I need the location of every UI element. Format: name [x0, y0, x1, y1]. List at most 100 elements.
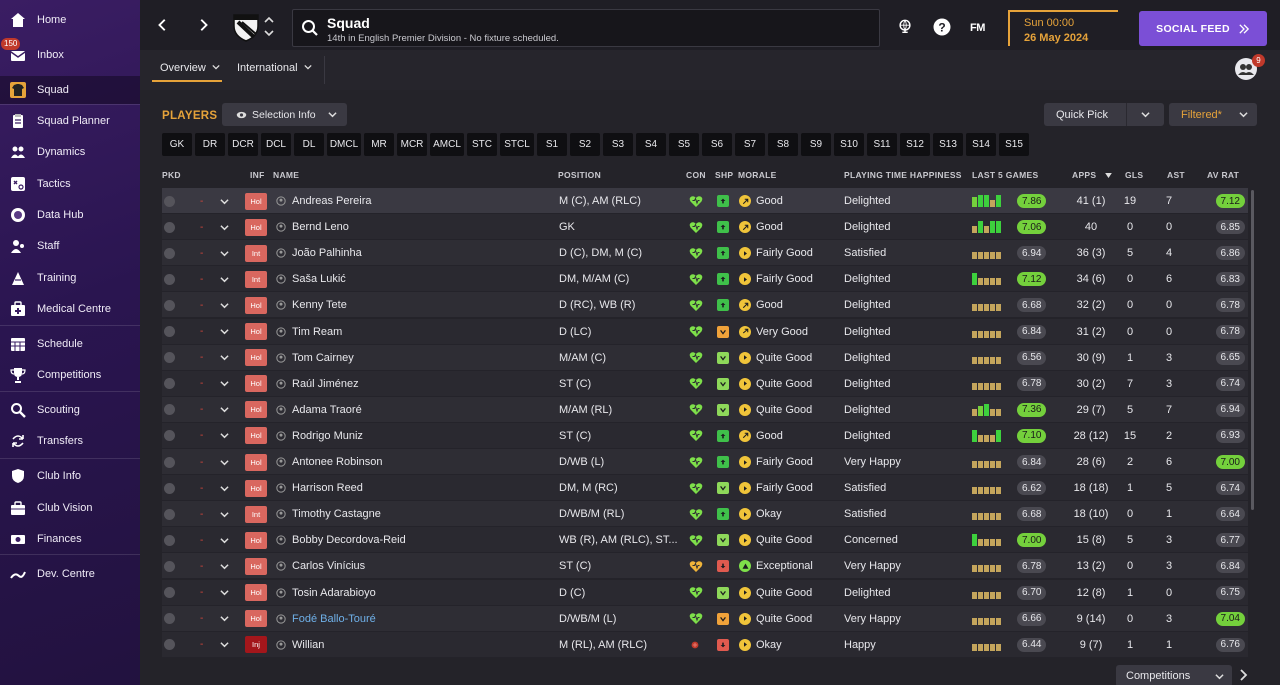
sidebar-item-club-vision[interactable]: Club Vision — [0, 494, 140, 522]
table-row[interactable]: - Hol Fodé Ballo-Touré D/WB/M (L) Quite Good… — [162, 605, 1248, 632]
info-badge[interactable]: Hol — [245, 397, 267, 423]
row-options-chevron[interactable] — [220, 527, 230, 553]
row-options-chevron[interactable] — [220, 553, 230, 579]
player-name[interactable]: Tosin Adarabioyo — [292, 586, 376, 599]
sidebar-item-squad[interactable]: Squad — [0, 76, 140, 104]
sidebar-item-squad-planner[interactable]: Squad Planner — [0, 107, 140, 135]
player-name[interactable]: Carlos Vinícius — [292, 560, 366, 573]
pick-checkbox[interactable] — [164, 214, 176, 240]
position-filter-s2[interactable]: S2 — [570, 133, 600, 156]
pick-checkbox[interactable] — [164, 580, 176, 606]
row-options-chevron[interactable] — [220, 449, 230, 475]
chevron-up-icon[interactable] — [264, 15, 274, 25]
table-scrollbar[interactable] — [1251, 190, 1254, 510]
fm-logo[interactable]: FM — [970, 22, 985, 34]
column-last-5-games[interactable]: LAST 5 GAMES — [972, 170, 1039, 180]
row-options-chevron[interactable] — [220, 423, 230, 449]
table-row[interactable]: - Hol Raúl Jiménez ST (C) Quite Good Delighte… — [162, 370, 1248, 397]
pick-checkbox[interactable] — [164, 606, 176, 632]
table-row[interactable]: - Hol Carlos Vinícius ST (C) Exceptional Very… — [162, 553, 1248, 580]
world-button[interactable] — [896, 18, 914, 36]
sidebar-item-data-hub[interactable]: Data Hub — [0, 201, 140, 229]
position-filter-s5[interactable]: S5 — [669, 133, 699, 156]
sidebar-item-medical-centre[interactable]: Medical Centre — [0, 295, 140, 323]
info-badge[interactable]: Hol — [245, 553, 267, 579]
position-filter-dcl[interactable]: DCL — [261, 133, 291, 156]
position-filter-s12[interactable]: S12 — [900, 133, 930, 156]
back-button[interactable] — [152, 14, 174, 36]
position-filter-s13[interactable]: S13 — [933, 133, 963, 156]
pick-checkbox[interactable] — [164, 345, 176, 371]
position-filter-s11[interactable]: S11 — [867, 133, 897, 156]
tab-international[interactable]: International — [237, 62, 312, 74]
row-options-chevron[interactable] — [220, 319, 230, 345]
table-row[interactable]: - Hol Bobby Decordova-Reid WB (R), AM (RLC)… — [162, 527, 1248, 554]
info-badge[interactable]: Hol — [245, 345, 267, 371]
row-options-chevron[interactable] — [220, 397, 230, 423]
position-filter-dl[interactable]: DL — [294, 133, 324, 156]
player-name[interactable]: Bobby Decordova-Reid — [292, 534, 406, 547]
column-playing-time-happiness[interactable]: PLAYING TIME HAPPINESS — [844, 170, 962, 180]
position-filter-stc[interactable]: STC — [467, 133, 497, 156]
position-filter-s8[interactable]: S8 — [768, 133, 798, 156]
pick-checkbox[interactable] — [164, 553, 176, 579]
position-filter-gk[interactable]: GK — [162, 133, 192, 156]
position-filter-dmcl[interactable]: DMCL — [327, 133, 361, 156]
info-badge[interactable]: Hol — [245, 214, 267, 240]
player-name[interactable]: Willian — [292, 638, 325, 651]
pick-checkbox[interactable] — [164, 371, 176, 397]
player-name[interactable]: Timothy Castagne — [292, 508, 381, 521]
sidebar-item-schedule[interactable]: Schedule — [0, 330, 140, 358]
info-badge[interactable]: Hol — [245, 423, 267, 449]
position-filter-s9[interactable]: S9 — [801, 133, 831, 156]
column-ast[interactable]: AST — [1167, 170, 1185, 180]
player-name[interactable]: João Palhinha — [292, 247, 362, 260]
quick-pick-dropdown[interactable]: Quick Pick — [1044, 103, 1164, 126]
player-name[interactable]: Adama Traoré — [292, 403, 362, 416]
row-options-chevron[interactable] — [220, 501, 230, 527]
table-row[interactable]: - Hol Andreas Pereira M (C), AM (RLC) Good De… — [162, 188, 1248, 214]
filter-dropdown[interactable]: Filtered* — [1169, 103, 1257, 126]
table-row[interactable]: - Hol Kenny Tete D (RC), WB (R) Good Delighte… — [162, 292, 1248, 319]
pick-checkbox[interactable] — [164, 475, 176, 501]
selection-info-dropdown[interactable]: Selection Info — [222, 103, 347, 126]
player-name[interactable]: Harrison Reed — [292, 482, 363, 495]
position-filter-mr[interactable]: MR — [364, 133, 394, 156]
sidebar-item-club-info[interactable]: Club Info — [0, 462, 140, 490]
info-badge[interactable]: Hol — [245, 319, 267, 345]
sidebar-item-scouting[interactable]: Scouting — [0, 396, 140, 424]
pick-checkbox[interactable] — [164, 292, 176, 318]
player-name[interactable]: Raúl Jiménez — [292, 377, 359, 390]
column-inf[interactable]: INF — [250, 170, 265, 180]
pick-checkbox[interactable] — [164, 423, 176, 449]
info-badge[interactable]: Hol — [245, 580, 267, 606]
position-filter-s14[interactable]: S14 — [966, 133, 996, 156]
column-morale[interactable]: MORALE — [738, 170, 777, 180]
sidebar-item-finances[interactable]: Finances — [0, 525, 140, 553]
sidebar-item-dynamics[interactable]: Dynamics — [0, 138, 140, 166]
info-badge[interactable]: Int — [245, 501, 267, 527]
position-filter-dcr[interactable]: DCR — [228, 133, 258, 156]
row-options-chevron[interactable] — [220, 214, 230, 240]
row-options-chevron[interactable] — [220, 292, 230, 318]
position-filter-s6[interactable]: S6 — [702, 133, 732, 156]
player-name[interactable]: Tim Ream — [292, 325, 343, 338]
row-options-chevron[interactable] — [220, 580, 230, 606]
pick-checkbox[interactable] — [164, 188, 176, 214]
position-filter-amcl[interactable]: AMCL — [430, 133, 464, 156]
info-badge[interactable]: Hol — [245, 188, 267, 214]
position-filter-s4[interactable]: S4 — [636, 133, 666, 156]
manager-button[interactable] — [1235, 58, 1257, 80]
column-av-rat[interactable]: AV RAT — [1207, 170, 1240, 180]
help-button[interactable]: ? — [933, 18, 951, 36]
position-filter-stcl[interactable]: STCL — [500, 133, 534, 156]
player-name[interactable]: Andreas Pereira — [292, 195, 372, 207]
table-row[interactable]: - Hol Tom Cairney M/AM (C) Quite Good Delight… — [162, 344, 1248, 371]
sidebar-item-inbox[interactable]: Inbox — [0, 41, 140, 69]
search-box[interactable]: Squad 14th in English Premier Division -… — [292, 9, 880, 47]
table-row[interactable]: - Hol Antonee Robinson D/WB (L) Fairly Good V… — [162, 449, 1248, 475]
chevron-down-icon[interactable] — [264, 28, 274, 38]
position-filter-s7[interactable]: S7 — [735, 133, 765, 156]
table-row[interactable]: - Hol Rodrigo Muniz ST (C) Good Delighted 7.10… — [162, 422, 1248, 449]
row-options-chevron[interactable] — [220, 188, 230, 214]
